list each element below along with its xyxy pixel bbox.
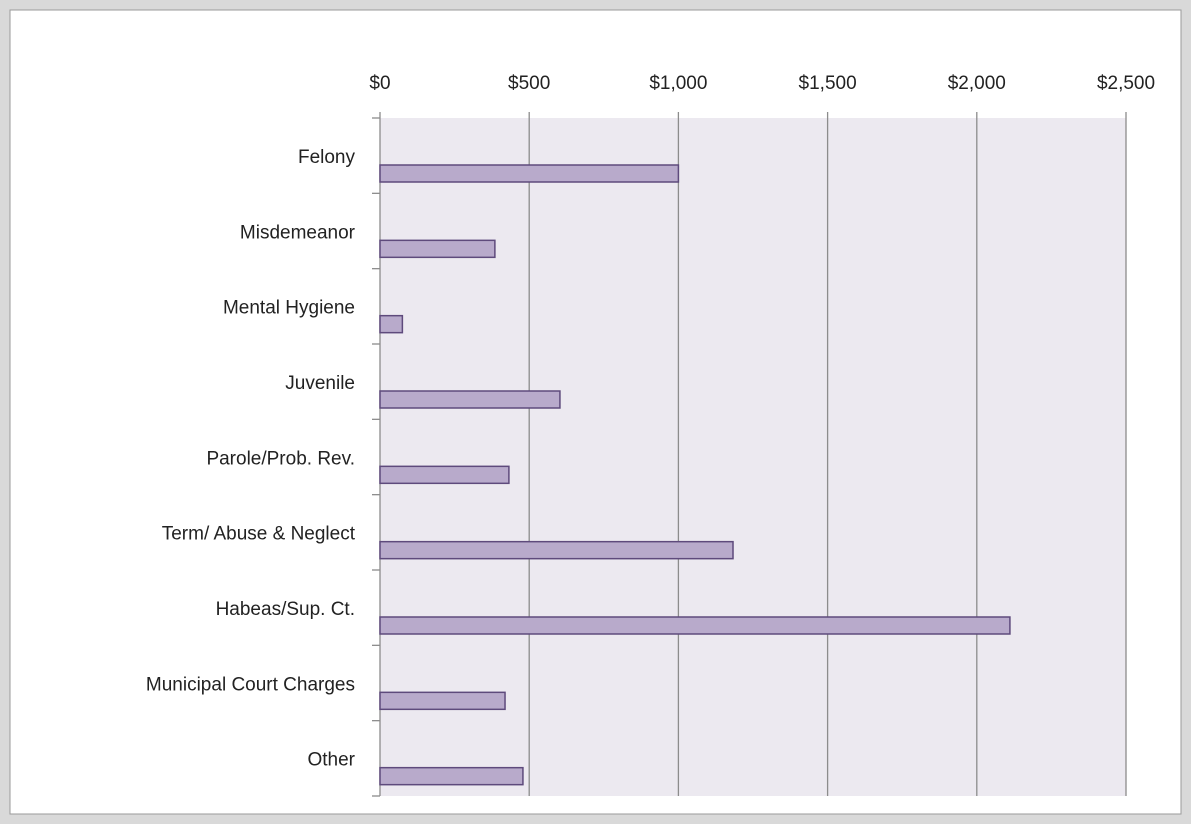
bar <box>379 691 506 711</box>
bar <box>379 616 1011 635</box>
bar <box>379 314 404 334</box>
x-tick-label: $2,500 <box>1097 73 1155 94</box>
x-tick-label: $2,000 <box>948 73 1006 94</box>
y-tick-label: Mental Hygiene <box>223 298 355 319</box>
y-tick-label: Juvenile <box>285 373 355 394</box>
x-tick-label: $500 <box>508 73 550 94</box>
bar <box>379 390 561 409</box>
plot-area <box>380 118 1126 796</box>
y-tick-label: Misdemeanor <box>240 222 356 243</box>
y-tick-label: Term/ Abuse & Neglect <box>162 524 356 545</box>
bar <box>379 540 734 560</box>
x-tick-label: $1,000 <box>649 73 707 94</box>
y-tick-label: Habeas/Sup. Ct. <box>216 599 355 620</box>
y-tick-label: Parole/Prob. Rev. <box>206 448 355 469</box>
y-tick-label: Felony <box>298 147 356 168</box>
bar <box>379 239 496 259</box>
x-tick-label: $1,500 <box>799 73 857 94</box>
y-tick-label: Municipal Court Charges <box>146 674 355 695</box>
y-tick-label: Other <box>307 750 355 771</box>
x-tick-label: $0 <box>369 73 390 94</box>
bar <box>379 164 680 183</box>
bar <box>379 766 524 786</box>
bar <box>379 465 510 485</box>
